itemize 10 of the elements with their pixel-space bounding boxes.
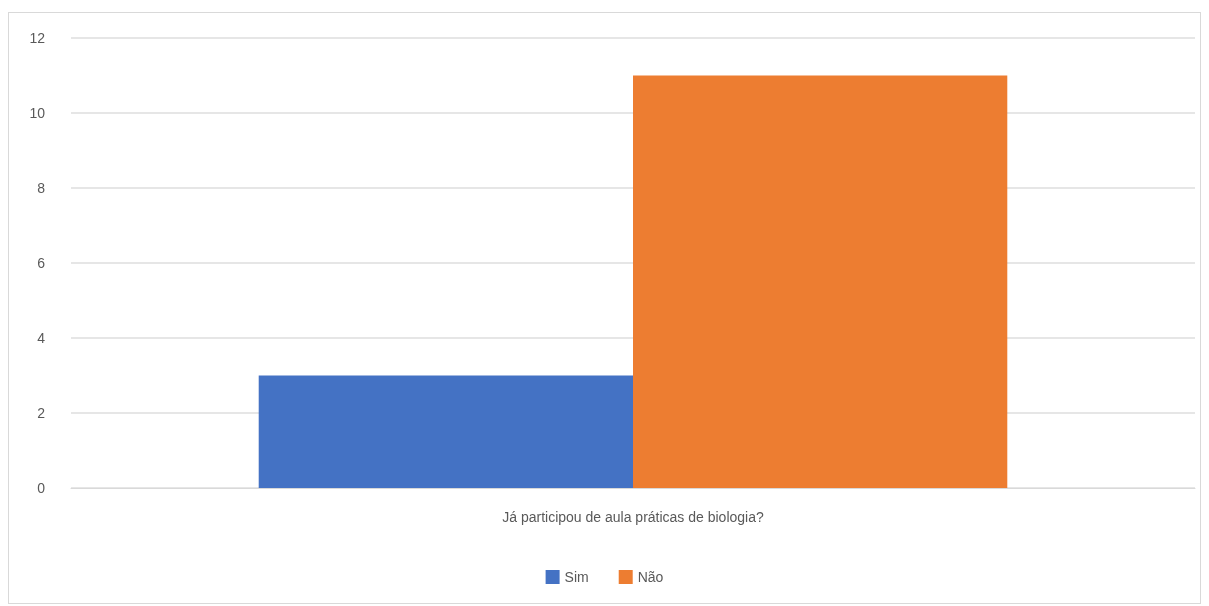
legend-label: Sim <box>564 569 589 585</box>
y-tick-label: 4 <box>37 330 46 346</box>
y-tick-label: 0 <box>37 480 46 496</box>
x-tick-label: Já participou de aula práticas de biologia? <box>502 509 764 525</box>
y-tick-label: 2 <box>37 405 46 421</box>
y-tick-label: 12 <box>29 30 46 46</box>
y-tick-label: 6 <box>37 255 46 271</box>
y-tick-label: 8 <box>37 180 46 196</box>
y-tick-label: 10 <box>29 105 46 121</box>
legend-label: Não <box>637 569 664 585</box>
